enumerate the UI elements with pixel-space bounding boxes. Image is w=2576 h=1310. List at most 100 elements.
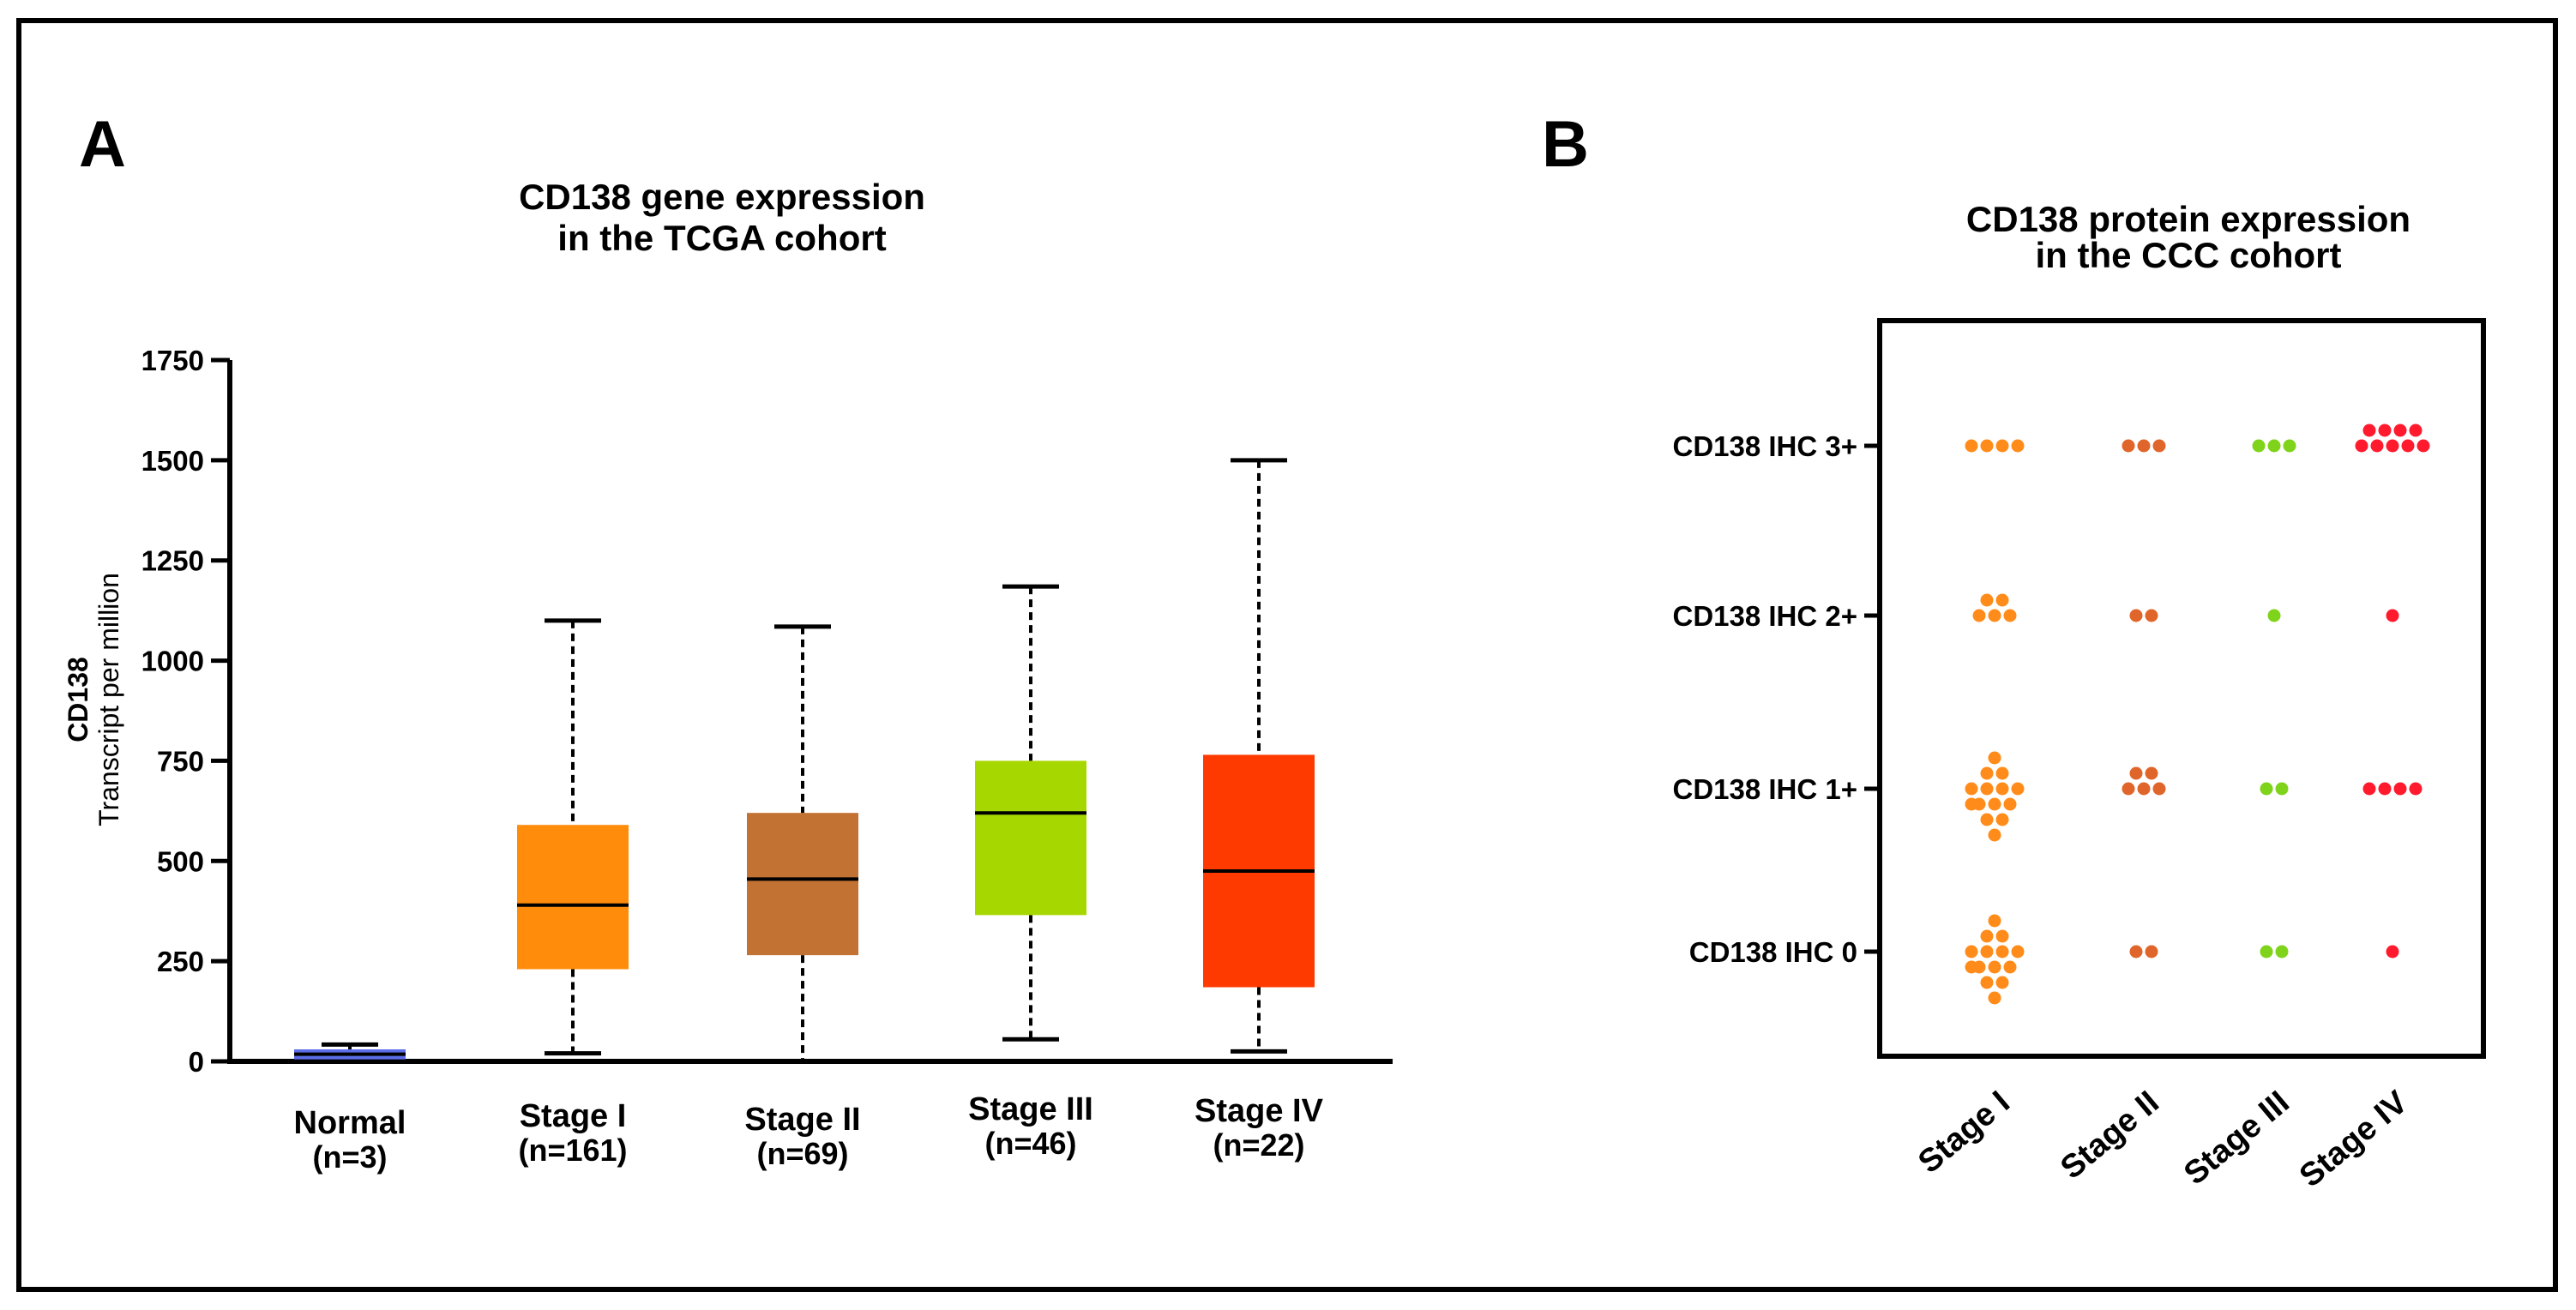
panel-b-dot <box>1995 593 2009 607</box>
panel-b-dot <box>2362 782 2376 796</box>
panel-b-dot <box>2145 609 2158 622</box>
panel-a-ylabel-line1: CD138 <box>63 657 93 742</box>
panel-a-y-tick-label: 0 <box>189 1046 204 1078</box>
panel-b-dot <box>2267 439 2281 453</box>
panel-a-box <box>517 825 629 970</box>
panel-b-dot <box>1995 439 2009 453</box>
panel-a-category-n: (n=22) <box>1213 1127 1304 1163</box>
panel-b-dot <box>1980 813 1994 826</box>
panel-b-dot <box>2386 609 2399 622</box>
panel-a-y-tick-label: 1500 <box>141 445 204 477</box>
panel-b-dot <box>2393 424 2407 437</box>
panel-a-category-n: (n=161) <box>518 1133 627 1168</box>
panel-b-dot <box>1995 813 2009 826</box>
panel-b-dot <box>1988 914 2001 928</box>
panel-a-y-tick-label: 500 <box>157 845 204 877</box>
panel-b-dot <box>2260 945 2273 958</box>
panel-b-dot <box>2409 782 2423 796</box>
panel-b-dot <box>1980 929 1994 943</box>
panel-b-dot <box>2129 609 2143 622</box>
panel-b-dot <box>2145 766 2158 780</box>
panel-b-dot <box>1972 609 1986 622</box>
panel-b-dot <box>1995 782 2009 796</box>
panel-b-dot <box>1965 782 1978 796</box>
panel-b-dot <box>1965 797 1978 811</box>
panel-b-dot <box>2011 945 2025 958</box>
panel-b-dot <box>2145 945 2158 958</box>
panel-b-dot <box>1980 782 1994 796</box>
panel-a-category-n: (n=3) <box>312 1139 387 1175</box>
panel-b: B CD138 protein expression in the CCC co… <box>1542 108 2486 1194</box>
panel-a-y-tick-label: 1750 <box>141 345 204 376</box>
panel-a-category-label: Stage I <box>520 1098 627 1134</box>
panel-a-category-label: Stage III <box>968 1091 1093 1127</box>
panel-b-dot <box>1995 945 2009 958</box>
panel-a: A CD138 gene expression in the TCGA coho… <box>63 108 1393 1175</box>
panel-b-y-label: CD138 IHC 2+ <box>1672 600 1857 632</box>
panel-b-dot <box>1965 439 1978 453</box>
panel-b-dot <box>1995 929 2009 943</box>
panel-b-dot <box>2275 945 2289 958</box>
panel-b-dot <box>1980 593 1994 607</box>
panel-b-dot <box>2409 424 2423 437</box>
panel-a-title-line1: CD138 gene expression <box>519 177 925 217</box>
panel-b-dot <box>1988 991 2001 1005</box>
panel-b-dot <box>2252 439 2266 453</box>
panel-a-y-tick-label: 750 <box>157 745 204 777</box>
panel-b-title-line1: CD138 protein expression <box>1966 199 2410 239</box>
panel-b-dot <box>2137 439 2151 453</box>
panel-a-boxes <box>294 458 1315 1061</box>
panel-b-plot-frame <box>1877 318 2486 1059</box>
panel-b-x-label: Stage II <box>2054 1085 2166 1187</box>
panel-a-category-label: Stage IV <box>1195 1093 1324 1129</box>
panel-b-dot <box>2260 782 2273 796</box>
panel-a-axes: 0 250 500 750 1000 1250 1500 1750 <box>141 345 1393 1078</box>
panel-b-dot <box>1965 945 1978 958</box>
panel-b-dot <box>1988 960 2001 974</box>
panel-b-dot <box>2003 797 2017 811</box>
panel-b-dot <box>1965 960 1978 974</box>
panel-b-dot <box>2011 439 2025 453</box>
panel-b-dot <box>2386 945 2399 958</box>
panel-b-dot <box>2152 782 2166 796</box>
panel-b-dot <box>2378 424 2392 437</box>
panel-b-dot <box>1988 828 2001 842</box>
panel-b-dot <box>2129 766 2143 780</box>
panel-b-y-label: CD138 IHC 1+ <box>1672 773 1857 805</box>
panel-a-category-n: (n=69) <box>756 1136 848 1171</box>
panel-b-dot <box>2370 439 2384 453</box>
figure-frame <box>16 18 2558 1292</box>
panel-b-dot <box>1995 976 2009 989</box>
panel-b-dot <box>2129 945 2143 958</box>
panel-b-dot <box>2386 439 2399 453</box>
panel-b-dot <box>1980 945 1994 958</box>
panel-b-x-label: Stage III <box>2177 1085 2296 1193</box>
panel-b-dot <box>2137 782 2151 796</box>
panel-a-label: A <box>79 108 126 181</box>
panel-a-category-n: (n=46) <box>984 1126 1076 1161</box>
panel-a-category-label: Normal <box>294 1105 406 1141</box>
panel-b-y-labels: CD138 IHC 3+ CD138 IHC 2+ CD138 IHC 1+ CD13… <box>1672 430 1880 968</box>
panel-b-dot <box>2003 960 2017 974</box>
panel-b-title-line2: in the CCC cohort <box>2036 235 2342 275</box>
panel-b-dot <box>2275 782 2289 796</box>
panel-b-dot <box>2003 609 2017 622</box>
panel-a-category-label: Stage II <box>744 1102 860 1138</box>
panel-b-label: B <box>1542 108 1589 181</box>
panel-b-dot <box>1988 797 2001 811</box>
panel-b-y-label: CD138 IHC 0 <box>1689 936 1857 968</box>
panel-b-dot <box>2362 424 2376 437</box>
panel-b-dot <box>2267 609 2281 622</box>
panel-a-x-labels: Normal(n=3) Stage I(n=161) Stage II(n=69) S… <box>294 1091 1324 1175</box>
panel-a-box <box>975 760 1086 916</box>
panel-a-ylabel-line2: Transcript per million <box>93 573 124 826</box>
panel-b-dot <box>1980 976 1994 989</box>
panel-a-y-tick-label: 1000 <box>141 646 204 677</box>
panel-b-dot <box>2283 439 2296 453</box>
panel-b-dot <box>1988 609 2001 622</box>
panel-b-dot <box>2355 439 2368 453</box>
panel-b-dot <box>2011 782 2025 796</box>
panel-b-dot <box>2378 782 2392 796</box>
